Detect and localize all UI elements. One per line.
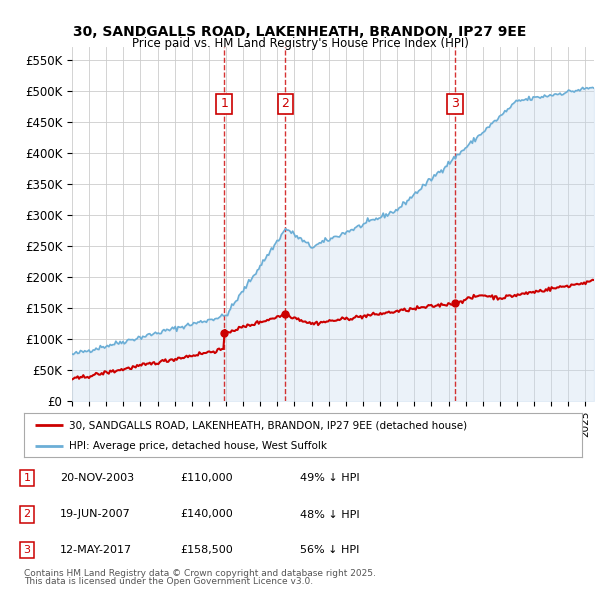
Text: Price paid vs. HM Land Registry's House Price Index (HPI): Price paid vs. HM Land Registry's House … [131,37,469,50]
Text: Contains HM Land Registry data © Crown copyright and database right 2025.: Contains HM Land Registry data © Crown c… [24,569,376,578]
Text: £158,500: £158,500 [180,545,233,555]
Text: 2: 2 [281,97,289,110]
Text: 3: 3 [23,545,31,555]
Text: 30, SANDGALLS ROAD, LAKENHEATH, BRANDON, IP27 9EE: 30, SANDGALLS ROAD, LAKENHEATH, BRANDON,… [73,25,527,40]
Text: 1: 1 [220,97,228,110]
Text: HPI: Average price, detached house, West Suffolk: HPI: Average price, detached house, West… [68,441,326,451]
Text: 49% ↓ HPI: 49% ↓ HPI [300,473,359,483]
Text: 20-NOV-2003: 20-NOV-2003 [60,473,134,483]
Text: 19-JUN-2007: 19-JUN-2007 [60,510,131,519]
Text: £110,000: £110,000 [180,473,233,483]
Text: 2: 2 [23,510,31,519]
Text: 12-MAY-2017: 12-MAY-2017 [60,545,132,555]
Text: 1: 1 [23,473,31,483]
Text: 3: 3 [451,97,459,110]
Text: 56% ↓ HPI: 56% ↓ HPI [300,545,359,555]
Text: 48% ↓ HPI: 48% ↓ HPI [300,510,359,519]
Text: 30, SANDGALLS ROAD, LAKENHEATH, BRANDON, IP27 9EE (detached house): 30, SANDGALLS ROAD, LAKENHEATH, BRANDON,… [68,421,467,430]
Text: £140,000: £140,000 [180,510,233,519]
Text: This data is licensed under the Open Government Licence v3.0.: This data is licensed under the Open Gov… [24,578,313,586]
